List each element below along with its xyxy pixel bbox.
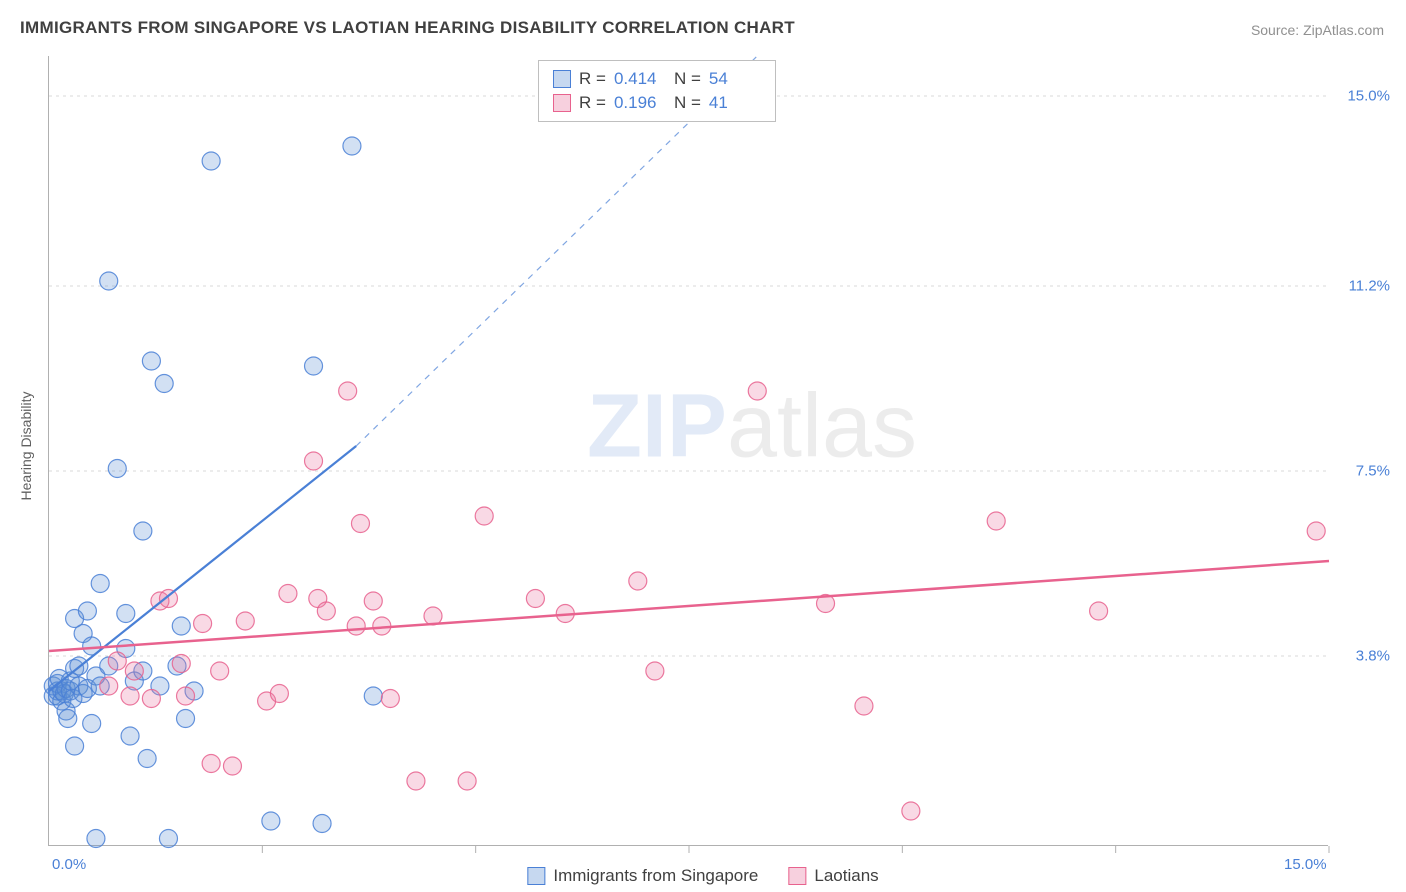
legend-r-label: R = bbox=[579, 69, 606, 89]
chart-title: IMMIGRANTS FROM SINGAPORE VS LAOTIAN HEA… bbox=[20, 18, 795, 38]
legend-n-label: N = bbox=[674, 69, 701, 89]
y-tick-label: 11.2% bbox=[1349, 278, 1390, 295]
legend-correlation-row: R = 0.414 N = 54 bbox=[553, 67, 761, 91]
legend-swatch bbox=[788, 867, 806, 885]
x-axis-origin-label: 0.0% bbox=[52, 856, 86, 873]
legend-n-value: 41 bbox=[709, 93, 761, 113]
scatter-plot-svg bbox=[49, 56, 1328, 845]
legend-swatch bbox=[553, 94, 571, 112]
y-axis-label: Hearing Disability bbox=[18, 392, 34, 501]
plot-area: 3.8%7.5%11.2%15.0% ZIPatlas R =0.414N =5… bbox=[48, 56, 1328, 846]
legend-r-label: R = bbox=[579, 93, 606, 113]
y-tick-label: 15.0% bbox=[1347, 88, 1390, 105]
y-tick-label: 3.8% bbox=[1356, 648, 1390, 665]
legend-series-item: Immigrants from Singapore bbox=[527, 866, 758, 886]
source-attribution: Source: ZipAtlas.com bbox=[1251, 22, 1384, 38]
legend-n-label: N = bbox=[674, 93, 701, 113]
legend-swatch bbox=[553, 70, 571, 88]
legend-series-label: Laotians bbox=[814, 866, 878, 886]
legend-series-label: Immigrants from Singapore bbox=[553, 866, 758, 886]
legend-r-value: 0.414 bbox=[614, 69, 666, 89]
x-axis-end-label: 15.0% bbox=[1284, 856, 1327, 873]
legend-swatch bbox=[527, 867, 545, 885]
legend-correlation-row: R = 0.196 N = 41 bbox=[553, 91, 761, 115]
legend-n-value: 54 bbox=[709, 69, 761, 89]
y-tick-label: 7.5% bbox=[1356, 463, 1390, 480]
legend-series: Immigrants from Singapore Laotians bbox=[527, 866, 878, 886]
legend-correlation: R = 0.414 N = 54 R = 0.196 N = 41 bbox=[538, 60, 776, 122]
legend-r-value: 0.196 bbox=[614, 93, 666, 113]
legend-series-item: Laotians bbox=[788, 866, 878, 886]
